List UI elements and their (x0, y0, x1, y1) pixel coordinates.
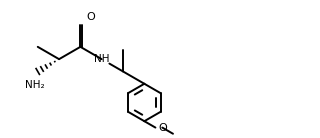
Text: O: O (158, 123, 167, 133)
Text: NH₂: NH₂ (26, 80, 45, 90)
Text: O: O (86, 12, 95, 22)
Text: NH: NH (94, 54, 109, 64)
